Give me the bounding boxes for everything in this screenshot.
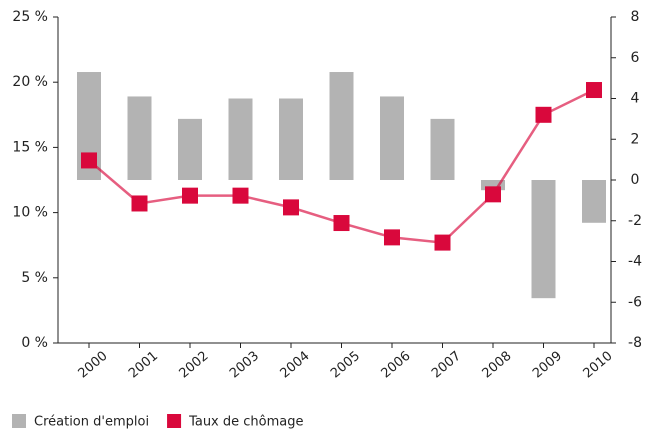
y2-tick-label: 6 xyxy=(631,50,640,66)
y2-tick-label: -4 xyxy=(628,254,642,270)
y-tick-label: 0 % xyxy=(21,335,48,351)
marker xyxy=(586,82,602,99)
marker xyxy=(232,187,249,204)
legend-swatch xyxy=(12,414,26,428)
y-tick-label: 20 % xyxy=(12,74,48,90)
y-tick-label: 15 % xyxy=(12,139,48,155)
y-tick-label: 25 % xyxy=(12,9,48,25)
bar xyxy=(329,72,354,180)
bar xyxy=(127,96,152,180)
y2-tick-label: 0 xyxy=(631,172,640,188)
y2-tick-label: 2 xyxy=(631,131,640,147)
y2-tick-label: 8 xyxy=(631,9,640,25)
bar xyxy=(430,118,455,180)
marker xyxy=(81,152,97,169)
x-tick-label: 2005 xyxy=(328,349,363,382)
bar xyxy=(481,180,505,191)
bar xyxy=(582,180,606,223)
y2-tick-label: -8 xyxy=(628,335,642,351)
bar xyxy=(380,96,404,180)
marker xyxy=(485,186,501,203)
x-tick-label: 2003 xyxy=(227,349,262,382)
x-tick-label: 2004 xyxy=(278,349,313,382)
y2-tick-label: -2 xyxy=(628,213,642,229)
x-tick-label: 2010 xyxy=(581,349,616,382)
y2-tick-label: 4 xyxy=(631,91,640,107)
x-tick-label: 2001 xyxy=(126,349,161,382)
y-tick-label: 5 % xyxy=(21,270,48,286)
x-tick-label: 2007 xyxy=(429,349,464,382)
x-tick-label: 2006 xyxy=(379,349,414,382)
marker xyxy=(131,195,148,212)
marker xyxy=(182,187,198,204)
bar xyxy=(228,98,253,180)
marker xyxy=(434,234,451,251)
x-tick-label: 2000 xyxy=(76,349,111,382)
bar xyxy=(178,118,202,180)
y-tick-label: 10 % xyxy=(12,205,48,221)
legend-label: Création d'emploi xyxy=(34,415,149,430)
x-tick-label: 2009 xyxy=(530,349,565,382)
x-tick-label: 2002 xyxy=(177,349,212,382)
bar xyxy=(279,98,303,180)
bar xyxy=(531,180,556,299)
legend-label: Taux de chômage xyxy=(188,415,303,430)
x-tick-label: 2008 xyxy=(480,349,515,382)
legend-swatch xyxy=(167,414,182,428)
marker xyxy=(283,199,299,216)
marker xyxy=(535,106,552,123)
y2-tick-label: -6 xyxy=(628,294,642,310)
marker xyxy=(384,229,400,246)
marker xyxy=(333,215,350,232)
